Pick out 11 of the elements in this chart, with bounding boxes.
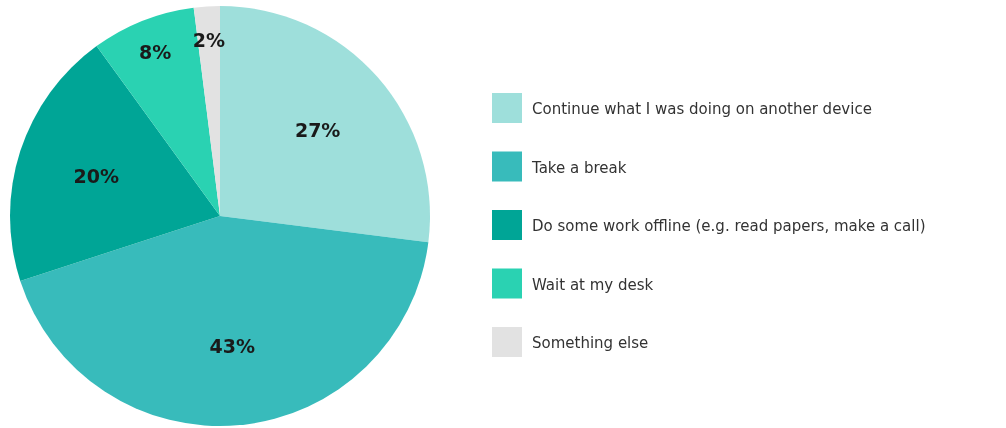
legend-label: Do some work offline (e.g. read papers, make a call) xyxy=(532,217,926,235)
data-label: 8% xyxy=(138,40,172,63)
legend-label: Continue what I was doing on another device xyxy=(532,100,872,118)
legend-label: Take a break xyxy=(531,158,627,177)
legend-label: Something else xyxy=(532,334,649,352)
data-label: 20% xyxy=(73,164,119,187)
pie-slice xyxy=(20,216,429,426)
data-label: 43% xyxy=(209,334,255,357)
legend-label: Wait at my desk xyxy=(532,275,654,294)
pie-slice xyxy=(10,46,220,281)
data-label: 27% xyxy=(294,118,341,141)
